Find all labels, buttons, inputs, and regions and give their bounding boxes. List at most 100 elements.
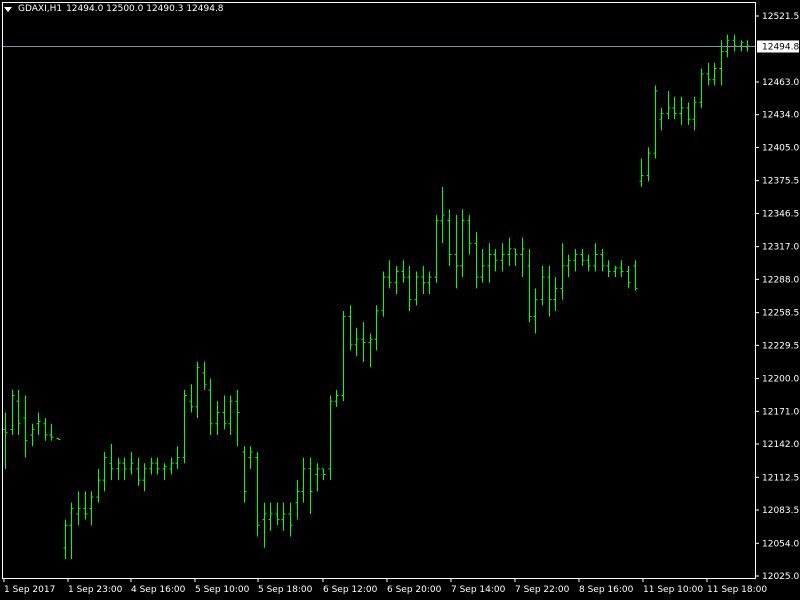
ohlc-bar: [129, 451, 134, 475]
ohlc-bar: [275, 502, 280, 526]
x-axis: 1 Sep 2017 1 Sep 23:00 4 Sep 16:00 5 Sep 10…: [3, 578, 767, 595]
ohlc-bar: [202, 361, 207, 390]
ohlc-bar: [381, 271, 386, 317]
ohlc-bar: [162, 463, 167, 481]
x-tick-label: 4 Sep 16:00: [131, 585, 186, 595]
ohlc-bar: [540, 265, 545, 306]
plot-frame: [2, 2, 756, 579]
ohlc-bar: [295, 480, 300, 520]
ohlc-bar: [606, 260, 611, 278]
ohlc-bar: [626, 265, 631, 289]
ohlc-bar: [30, 423, 35, 447]
ohlc-bar: [23, 395, 28, 458]
ohlc-bar: [155, 457, 160, 475]
ohlc-bar: [3, 412, 8, 469]
ohlc-bar: [672, 96, 677, 120]
ohlc-bar: [102, 451, 107, 492]
ohlc-bar: [434, 215, 439, 283]
y-tick-label: 12083.5: [762, 506, 799, 516]
ohlc-bar: [182, 389, 187, 464]
y-tick-label: 12463.0: [762, 78, 799, 88]
x-tick-label: 8 Sep 16:00: [579, 585, 634, 595]
ohlc-bar: [719, 40, 724, 86]
ohlc-bar: [560, 243, 565, 300]
x-tick-label: 6 Sep 20:00: [387, 585, 442, 595]
ohlc-bar: [242, 446, 247, 503]
ohlc-bar: [712, 62, 717, 86]
y-tick-label: 12375.5: [762, 177, 799, 187]
ohlc-bar: [96, 468, 101, 503]
ohlc-bar: [580, 248, 585, 266]
current-price-label: 12494.8: [762, 43, 799, 53]
ohlc-bar: [56, 437, 61, 441]
current-price-tag: 12494.8: [757, 40, 799, 53]
y-tick-label: 12054.0: [762, 539, 799, 549]
ohlc-bar: [288, 502, 293, 537]
ohlc-bar: [692, 96, 697, 131]
ohlc-bar: [189, 384, 194, 413]
ohlc-bar: [89, 491, 94, 526]
ohlc-bar: [76, 491, 81, 526]
ohlc-bar: [566, 254, 571, 278]
x-tick-label: 1 Sep 23:00: [68, 585, 123, 595]
ohlc-bar: [547, 265, 552, 317]
ohlc-bar: [334, 389, 339, 407]
ohlc-bar: [142, 463, 147, 492]
ohlc-bar: [116, 457, 121, 481]
ohlc-bar: [374, 305, 379, 351]
ohlc-bar: [573, 248, 578, 272]
ohlc-bar: [109, 444, 114, 481]
ohlc-bar: [447, 209, 452, 266]
ohlc-bar: [262, 502, 267, 548]
x-tick-label: 7 Sep 14:00: [451, 585, 506, 595]
y-tick-label: 12521.5: [762, 12, 799, 22]
ohlc-bar: [474, 231, 479, 289]
y-tick-label: 12405.0: [762, 143, 799, 153]
y-tick-label: 12346.5: [762, 209, 799, 219]
y-tick-label: 12317.0: [762, 243, 799, 253]
ohlc-bar: [387, 260, 392, 289]
chart-header: GDAXI,H1 12494.0 12500.0 12490.3 12494.8: [4, 4, 224, 14]
ohlc-bar: [520, 237, 525, 278]
ohlc-bar: [122, 457, 127, 481]
ohlc-bar: [228, 395, 233, 436]
ohlc-bar: [354, 327, 359, 357]
y-tick-label: 12142.0: [762, 440, 799, 450]
y-tick-label: 12229.5: [762, 341, 799, 351]
ohlc-bar: [16, 389, 21, 436]
ohlc-bar: [454, 215, 459, 289]
ohlc-bar: [208, 378, 213, 436]
ohlc-bar: [639, 158, 644, 187]
ohlc-bar: [69, 502, 74, 560]
ohlc-bar: [255, 451, 260, 537]
ohlc-bar: [600, 248, 605, 272]
ohlc-bar: [10, 389, 15, 436]
x-tick-label: 7 Sep 22:00: [515, 585, 570, 595]
ohlc-bar: [613, 265, 618, 278]
ohlc-bar: [321, 468, 326, 481]
ohlc-bar: [646, 147, 651, 182]
ohlc-bar: [169, 457, 174, 475]
y-tick-label: 12171.0: [762, 407, 799, 417]
ohlc-bar: [215, 401, 220, 436]
chart-menu-arrow-icon[interactable]: [4, 6, 12, 12]
ohlc-bar: [281, 502, 286, 531]
ohlc-bar: [487, 243, 492, 283]
ohlc-bar: [195, 361, 200, 419]
ohlc-bar: [507, 237, 512, 266]
ohlc-bar: [63, 519, 68, 560]
ohlc-bar: [493, 248, 498, 272]
ohlc-bar: [440, 186, 445, 244]
ohlc-bar: [149, 457, 154, 475]
y-tick-label: 12288.0: [762, 275, 799, 285]
ohlc-bar: [653, 85, 658, 159]
ohlc-bar: [586, 254, 591, 272]
ohlc-bar: [699, 68, 704, 108]
y-tick-label: 12025.0: [762, 572, 799, 582]
ohlc-bar: [633, 260, 638, 291]
ohlc-bar: [533, 288, 538, 334]
ohlc-bar: [679, 96, 684, 125]
ohlc-bar: [460, 209, 465, 278]
